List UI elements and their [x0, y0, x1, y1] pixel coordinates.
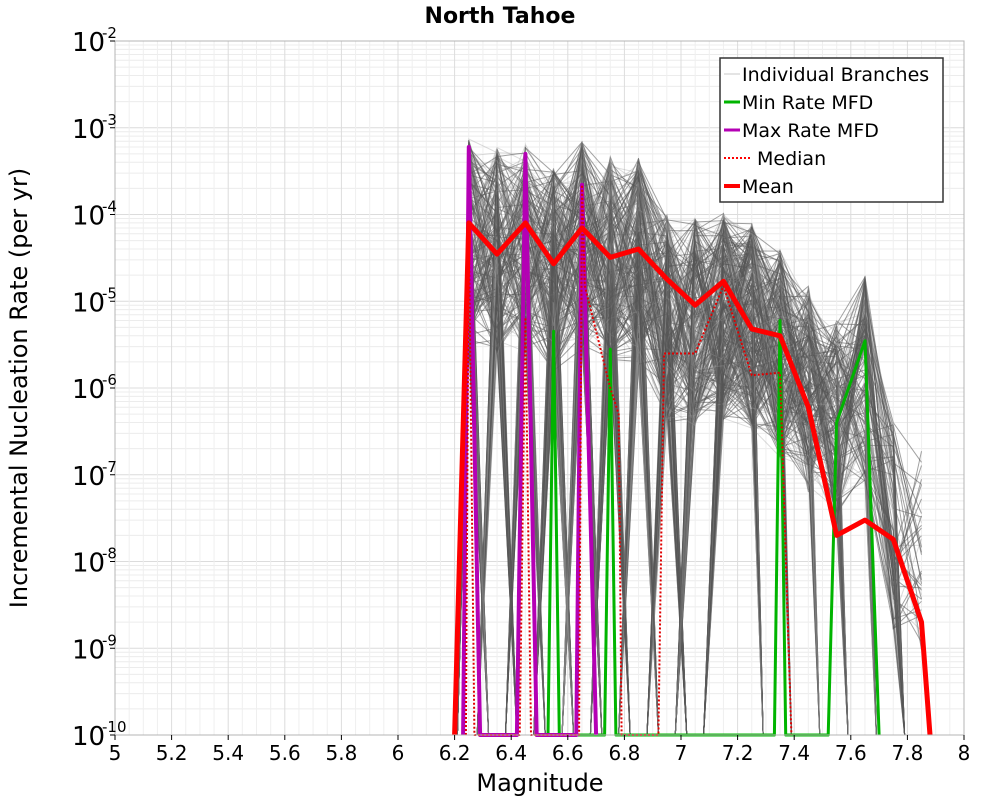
x-tick-label: 6.8: [608, 741, 640, 765]
x-tick-label: 6.4: [495, 741, 527, 765]
y-axis-label: Incremental Nucleation Rate (per yr): [5, 168, 33, 608]
legend-label: Max Rate MFD: [742, 120, 879, 142]
legend-box: [719, 57, 944, 203]
branch-line: [456, 194, 764, 736]
chart-title: North Tahoe: [425, 4, 576, 29]
y-tick-label: 10: [72, 635, 105, 665]
y-tick-exponent: -3: [102, 111, 117, 129]
x-tick-label: 7: [675, 741, 688, 765]
branch-line: [456, 159, 764, 736]
legend: Individual Branches Min Rate MFD Max Rate …: [719, 57, 944, 203]
y-tick-exponent: -6: [102, 371, 117, 389]
x-tick-label: 6.2: [439, 741, 471, 765]
y-tick-label: 10: [72, 115, 105, 145]
x-tick-label: 5.6: [269, 741, 301, 765]
y-tick-label: 10: [72, 202, 105, 232]
x-tick-label: 6: [392, 741, 405, 765]
y-tick-exponent: -7: [102, 458, 117, 476]
y-tick-label: 10: [72, 549, 105, 579]
series-mean: [452, 220, 933, 736]
y-tick-exponent: -4: [102, 198, 117, 216]
legend-label: Individual Branches: [742, 64, 929, 86]
y-tick-label: 10: [72, 375, 105, 405]
branch-line: [457, 225, 849, 736]
y-tick-label: 10: [72, 722, 105, 752]
legend-label: Min Rate MFD: [742, 92, 873, 114]
x-axis-label: Magnitude: [476, 769, 603, 797]
y-tick-exponent: -5: [102, 284, 117, 302]
y-tick-label: 10: [72, 288, 105, 318]
y-tick-label: 10: [72, 462, 105, 492]
y-tick-exponent: -10: [102, 718, 127, 736]
series-max-rate-mfd: [461, 145, 599, 737]
y-tick-exponent: -9: [102, 631, 117, 649]
x-tick-label: 5.2: [156, 741, 188, 765]
y-tick-exponent: -2: [102, 24, 117, 42]
legend-label: Median: [757, 148, 826, 170]
x-tick-label: 5.4: [212, 741, 244, 765]
x-tick-label: 7.6: [835, 741, 867, 765]
x-tick-label: 5: [109, 741, 122, 765]
y-tick-label: 10: [72, 28, 105, 58]
x-tick-label: 7.8: [891, 741, 923, 765]
x-tick-label: 6.6: [552, 741, 584, 765]
branch-line: [456, 187, 849, 736]
x-tick-label: 7.4: [778, 741, 810, 765]
legend-label: Mean: [742, 176, 794, 198]
x-axis-ticks: 5 5.2 5.4 5.6 5.8 6 6.2 6.4 6.6 6.8 7 7.2 7.4 7.6 7.8 8: [109, 735, 971, 765]
branch-line: [456, 144, 906, 736]
x-tick-label: 8: [958, 741, 971, 765]
x-tick-label: 7.2: [722, 741, 754, 765]
x-tick-label: 5.8: [325, 741, 357, 765]
y-tick-exponent: -8: [102, 545, 117, 563]
